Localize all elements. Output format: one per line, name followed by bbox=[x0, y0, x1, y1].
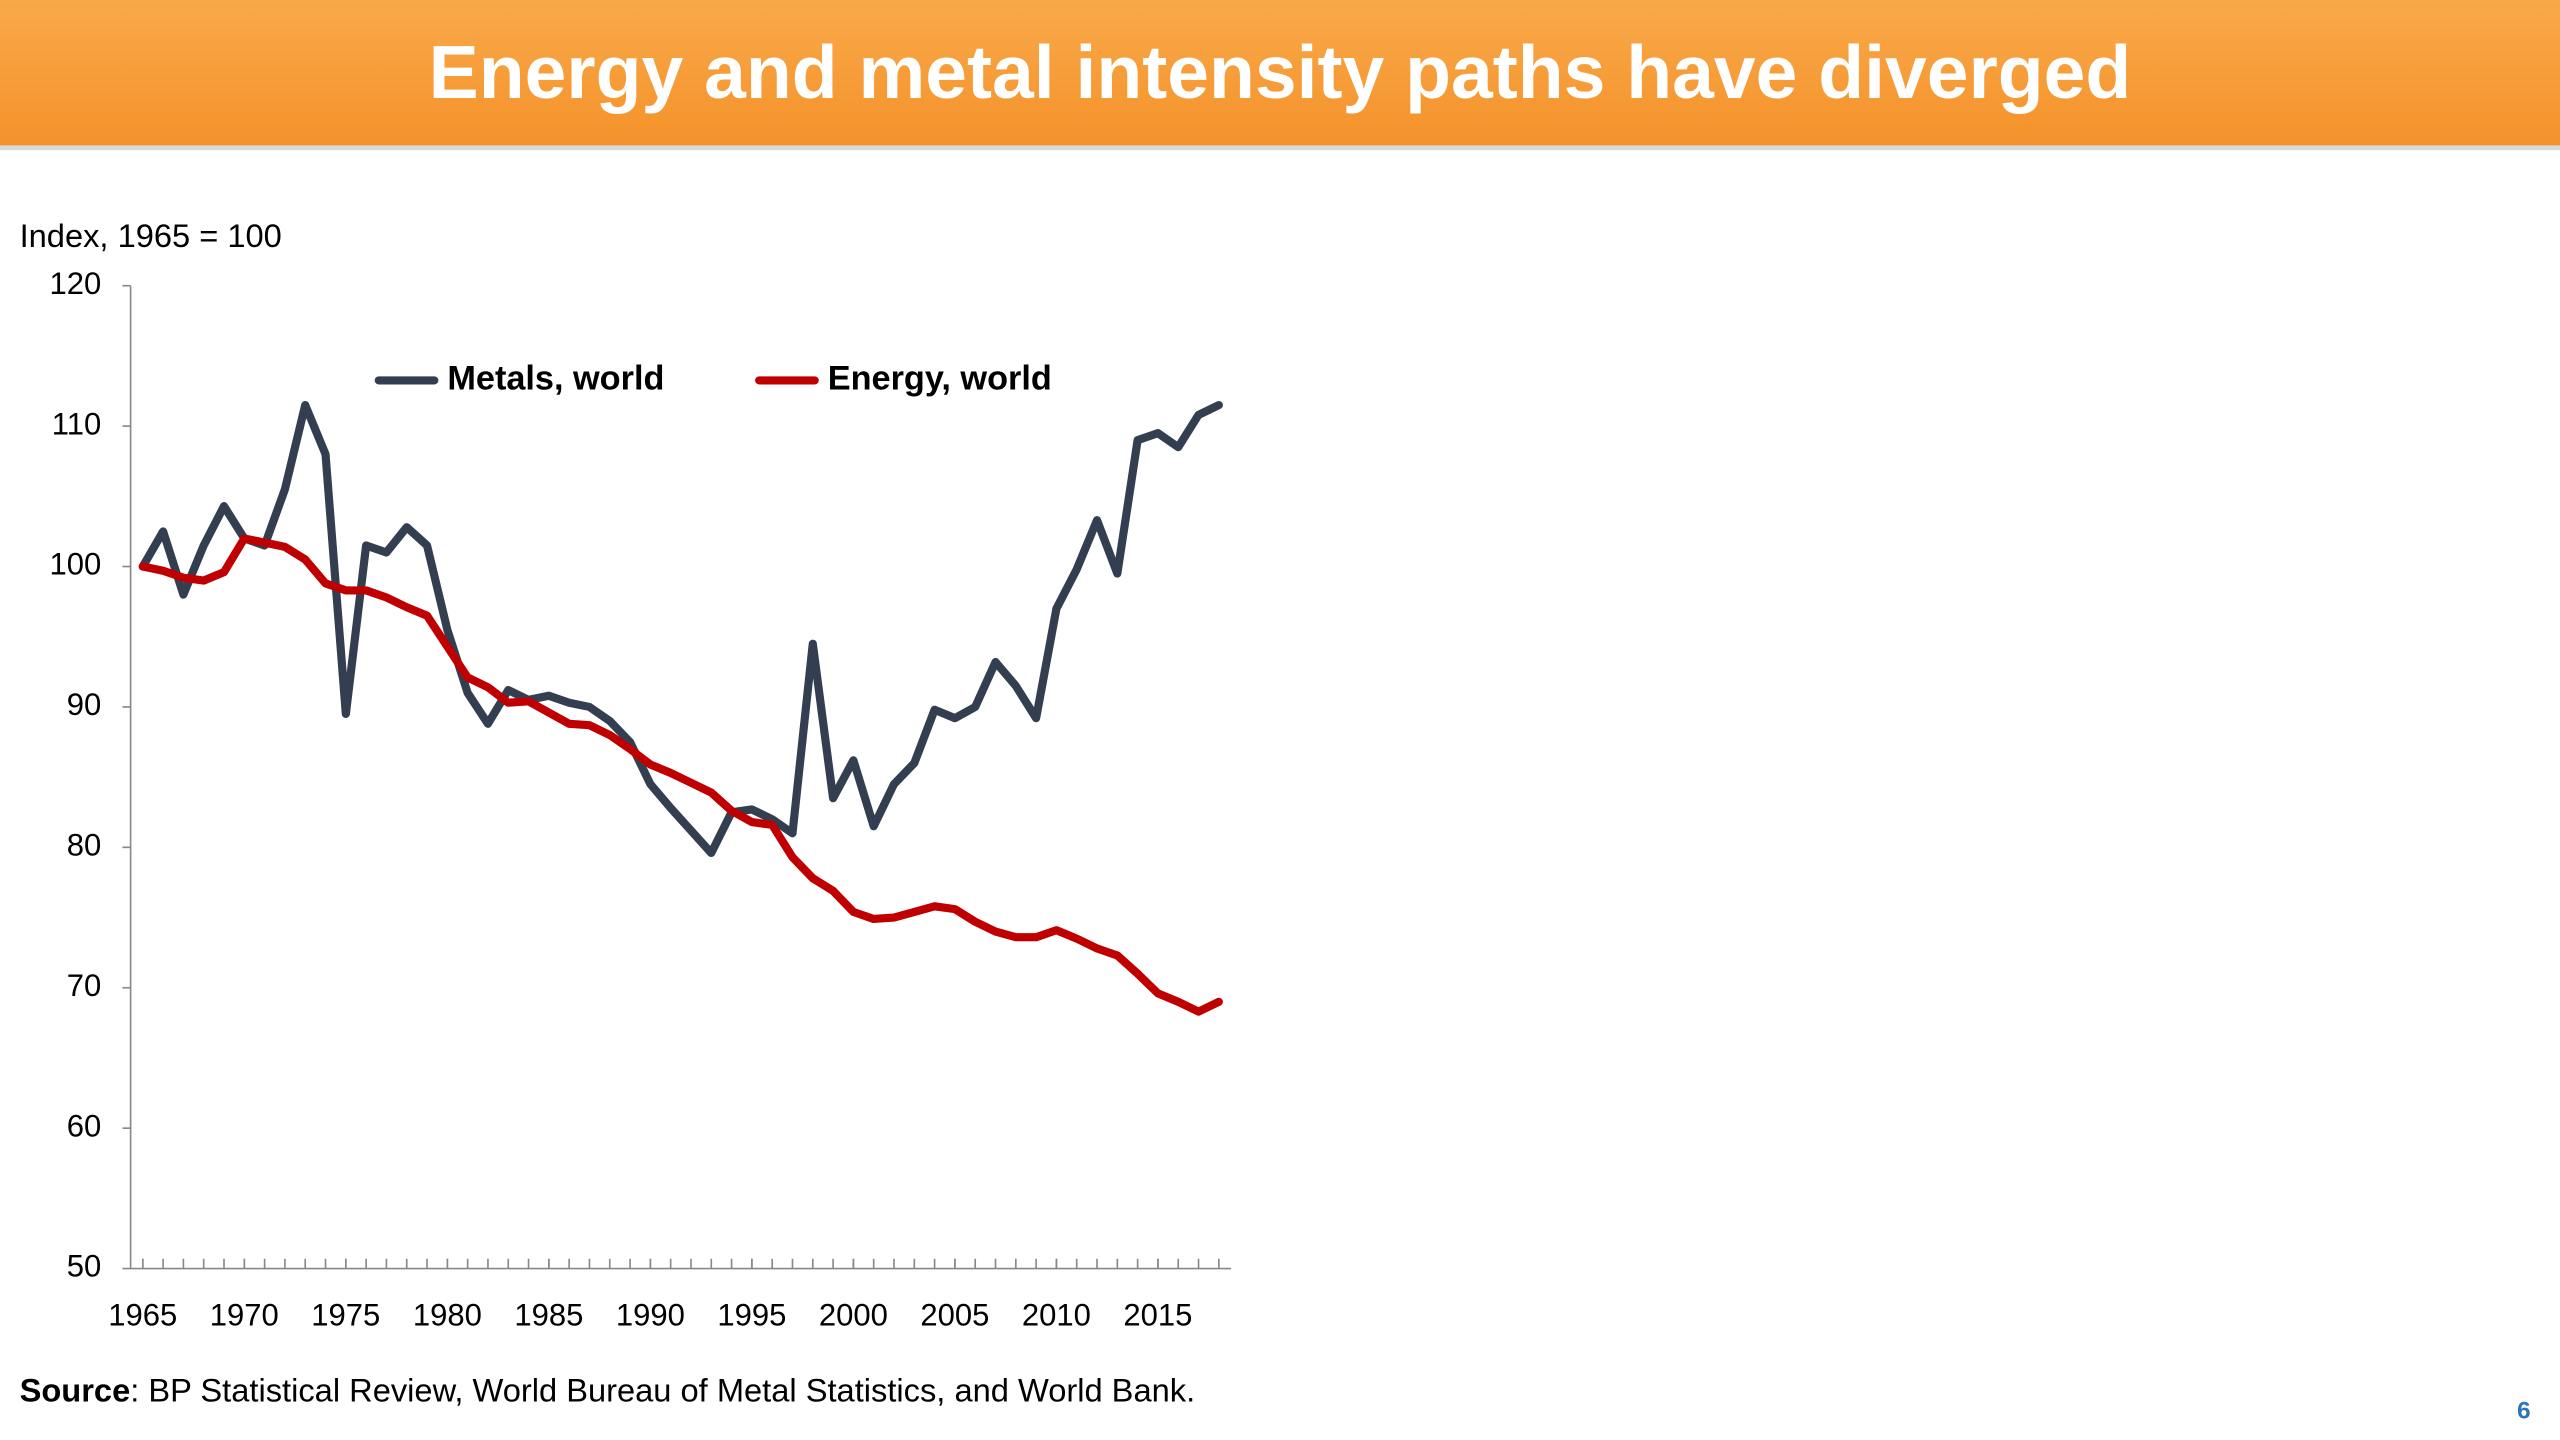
y-tick-label: 80 bbox=[67, 828, 102, 863]
x-tick-label: 1995 bbox=[717, 1298, 786, 1333]
x-tick-label: 1990 bbox=[616, 1298, 685, 1333]
x-tick-label: 2000 bbox=[819, 1298, 888, 1333]
page-number: 6 bbox=[2517, 1398, 2531, 1425]
x-tick-label: 1965 bbox=[108, 1298, 177, 1333]
source-note: Source: BP Statistical Review, World Bur… bbox=[20, 1371, 1196, 1408]
title-banner bbox=[0, 0, 2560, 147]
y-tick-label: 120 bbox=[49, 266, 101, 301]
y-tick-label: 70 bbox=[67, 968, 102, 1003]
legend-label: Energy, world bbox=[828, 359, 1052, 397]
x-tick-label: 1980 bbox=[413, 1298, 482, 1333]
y-tick-label: 100 bbox=[49, 547, 101, 582]
y-tick-label: 90 bbox=[67, 687, 102, 722]
y-tick-label: 50 bbox=[67, 1249, 102, 1284]
x-tick-label: 2005 bbox=[920, 1298, 989, 1333]
source-label: Source bbox=[20, 1371, 131, 1408]
x-tick-label: 2010 bbox=[1022, 1298, 1091, 1333]
y-tick-label: 110 bbox=[52, 406, 101, 441]
source-text: : BP Statistical Review, World Bureau of… bbox=[130, 1371, 1195, 1408]
banner-shadow bbox=[0, 145, 2560, 151]
x-tick-label: 1970 bbox=[210, 1298, 279, 1333]
y-tick-label: 60 bbox=[67, 1108, 102, 1143]
x-tick-label: 1985 bbox=[514, 1298, 583, 1333]
slide-title: Energy and metal intensity paths have di… bbox=[429, 30, 2132, 114]
legend-label: Metals, world bbox=[447, 359, 664, 397]
x-tick-label: 1975 bbox=[311, 1298, 380, 1333]
y-axis-label: Index, 1965 = 100 bbox=[20, 217, 282, 254]
data-line bbox=[138, 534, 1223, 1016]
x-tick-label: 2015 bbox=[1123, 1298, 1192, 1333]
data-line bbox=[138, 400, 1223, 858]
